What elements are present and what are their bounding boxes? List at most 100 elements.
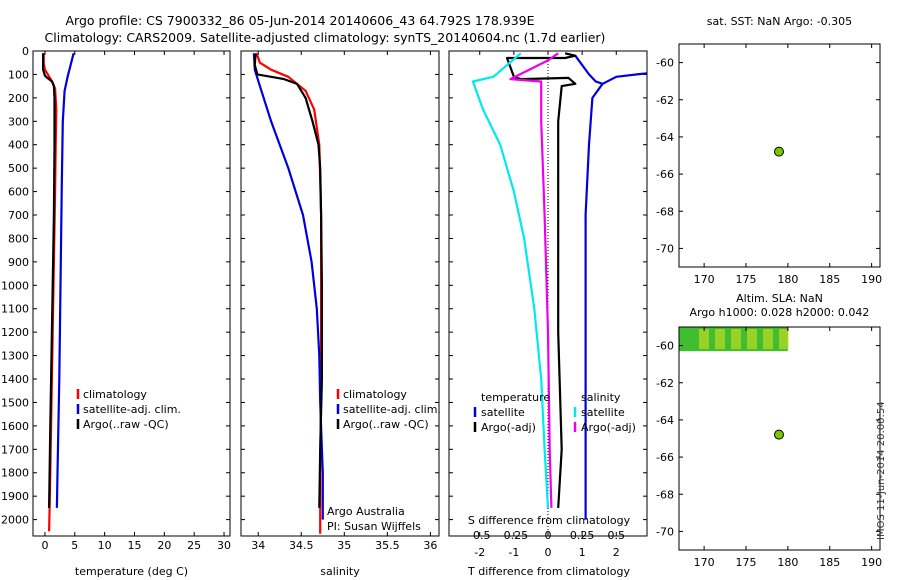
- sst_map-ytick-label: -70: [656, 242, 674, 255]
- sst_map-ytick-label: -62: [656, 94, 674, 107]
- salinity-series-argo-raw-qc-: [253, 53, 323, 508]
- depth-tick-label: 1000: [1, 279, 29, 292]
- difference-series-temperature-argo-adj-: [505, 52, 577, 508]
- salinity-xtick-label: 35: [337, 539, 351, 552]
- sla_map-ytick-label: -68: [656, 488, 674, 501]
- temperature-xtick-label: 10: [98, 539, 112, 552]
- sla_map-ytick-label: -64: [656, 414, 674, 427]
- temperature-xtick-label: 5: [71, 539, 78, 552]
- depth-tick-label: 1300: [1, 350, 29, 363]
- difference-series-salinity-argo-adj-: [509, 52, 559, 508]
- sla_map-ytick-label: -60: [656, 340, 674, 353]
- panel-temperature: 0 5 10 15 20 25 300100200300400500600700800900…: [1, 45, 231, 578]
- depth-tick-label: 200: [8, 92, 29, 105]
- temperature-xlabel: temperature (deg C): [75, 565, 188, 578]
- sst-map-title: sat. SST: NaN Argo: -0.305: [707, 15, 852, 28]
- salinity-xtick-label: 34: [251, 539, 265, 552]
- depth-tick-label: 500: [8, 162, 29, 175]
- salinity-xtick-label: 36: [423, 539, 437, 552]
- difference-xlabel: T difference from climatology: [467, 565, 630, 578]
- panels: 0 5 10 15 20 25 300100200300400500600700800900…: [1, 15, 882, 578]
- difference-xtick-label: -1: [508, 546, 519, 559]
- sst_map-ytick-label: -60: [656, 57, 674, 70]
- depth-tick-label: 1100: [1, 303, 29, 316]
- legend-label: Argo(..raw -QC): [83, 418, 169, 431]
- sla-data-cell: [779, 329, 789, 350]
- sla_map-xtick-label: 170: [694, 556, 715, 569]
- salinity-xtick-label: 35.5: [375, 539, 400, 552]
- sla_map-ytick-label: -70: [656, 525, 674, 538]
- temperature-series-argo-raw-qc-: [41, 53, 56, 508]
- salinity-series-satellite-adj-clim-: [252, 53, 324, 520]
- sla_map-frame: [678, 326, 881, 551]
- legend-label: satellite: [481, 406, 525, 419]
- depth-tick-label: 1900: [1, 490, 29, 503]
- temperature-xtick-label: 15: [127, 539, 141, 552]
- sst_map-xtick-label: 190: [861, 273, 882, 286]
- depth-tick-label: 100: [8, 68, 29, 81]
- temperature-xtick-label: 0: [41, 539, 48, 552]
- difference-series-temperature-satellite-deep: [584, 83, 604, 520]
- sla-data-cell: [747, 329, 757, 350]
- difference-xtick-s-label: 0.25: [570, 529, 595, 542]
- difference-xtick-s-label: 0.5: [608, 529, 626, 542]
- difference-xlabel-top: S difference from climatology: [468, 514, 631, 527]
- sla-map-title: Altim. SLA: NaN: [736, 292, 823, 305]
- difference-xtick-s-label: -0.25: [500, 529, 528, 542]
- sst_map-xtick-label: 175: [736, 273, 757, 286]
- argo-position-marker: [773, 429, 784, 440]
- legend-label: satellite: [581, 406, 625, 419]
- panel-sla_map: 170 175 180 185 190 -60 -62 -64 -66 -68 -70 Altim. …: [656, 292, 882, 569]
- temperature-xtick-label: 30: [217, 539, 231, 552]
- panel-salinity: 34 34.5 35 35.5 36 salinity climatology satelli…: [240, 50, 441, 578]
- sla-data-cell: [715, 329, 725, 350]
- difference-xtick-s-label: -0.5: [469, 529, 490, 542]
- sla-data-cell: [699, 329, 709, 350]
- sla-map-subtitle: Argo h1000: 0.028 h2000: 0.042: [690, 306, 870, 319]
- panel-difference: -2 -0.5 -1 -0.25 0 0 1 0.25 2 0.5 T difference fro…: [448, 50, 648, 578]
- depth-tick-label: 1800: [1, 467, 29, 480]
- sst_map-xtick-label: 185: [819, 273, 840, 286]
- sla_map-ytick-label: -62: [656, 377, 674, 390]
- sla_map-xtick-label: 190: [861, 556, 882, 569]
- difference-series-temperature-satellite: [574, 55, 648, 85]
- legend-label: climatology: [83, 388, 147, 401]
- depth-tick-label: 1500: [1, 396, 29, 409]
- legend-label: Argo(-adj): [481, 421, 536, 434]
- difference-xtick-label: -2: [474, 546, 485, 559]
- depth-tick-label: 1400: [1, 373, 29, 386]
- legend-label: Argo(-adj): [581, 421, 636, 434]
- sst_map-xtick-label: 170: [694, 273, 715, 286]
- depth-tick-label: 400: [8, 139, 29, 152]
- salinity-xlabel: salinity: [320, 565, 360, 578]
- sst_map-xtick-label: 180: [777, 273, 798, 286]
- salinity-xtick-label: 34.5: [289, 539, 314, 552]
- temperature-series-satellite-adj-clim-: [55, 53, 75, 508]
- sst_map-frame: [678, 43, 881, 268]
- legend-label: satellite-adj. clim.: [343, 403, 441, 416]
- legend-label: climatology: [343, 388, 407, 401]
- legend-header: salinity: [581, 391, 621, 404]
- source-annotation: PI: Susan Wijffels: [327, 520, 421, 533]
- legend-header: temperature: [481, 391, 550, 404]
- salinity-series-climatology: [255, 52, 323, 534]
- depth-tick-label: 1700: [1, 443, 29, 456]
- difference-xtick-label: 1: [579, 546, 586, 559]
- temperature-xtick-label: 25: [187, 539, 201, 552]
- timestamp-stamp: IMOS 11-Jun-2014 20:00:54: [876, 401, 887, 540]
- figure-title: Argo profile: CS 7900332_86 05-Jun-2014 …: [45, 13, 606, 45]
- depth-tick-label: 300: [8, 115, 29, 128]
- salinity-frame: [240, 50, 440, 537]
- sst_map-ytick-label: -66: [656, 168, 674, 181]
- argo-position-marker: [773, 146, 784, 157]
- sst_map-ytick-label: -68: [656, 205, 674, 218]
- sla_map-xtick-label: 175: [736, 556, 757, 569]
- depth-tick-label: 1600: [1, 420, 29, 433]
- legend-label: satellite-adj. clim.: [83, 403, 181, 416]
- depth-tick-label: 0: [22, 45, 29, 58]
- depth-tick-label: 800: [8, 232, 29, 245]
- sla_map-xtick-label: 180: [777, 556, 798, 569]
- source-annotation: Argo Australia: [327, 505, 405, 518]
- panel-sst_map: 170 175 180 185 190 -60 -62 -64 -66 -68 -70 sat. SS…: [656, 15, 882, 286]
